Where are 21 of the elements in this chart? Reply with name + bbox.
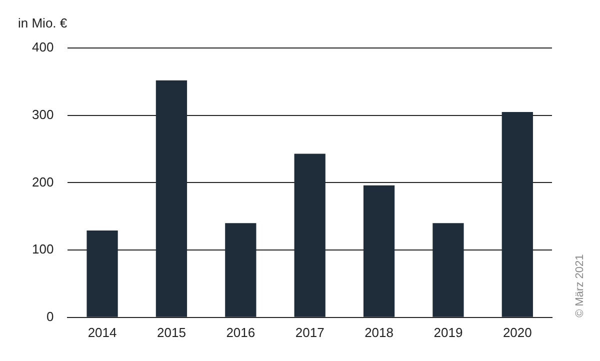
- bar: [363, 185, 395, 317]
- y-tick-label: 300: [32, 106, 54, 122]
- y-tick-label: 200: [32, 174, 54, 190]
- x-tick-label: 2019: [434, 324, 463, 340]
- x-tick-label: 2018: [364, 324, 394, 340]
- y-axis-title: in Mio. €: [18, 16, 68, 31]
- bar: [502, 112, 533, 317]
- x-tick-label: 2020: [502, 324, 532, 340]
- bar: [432, 223, 464, 317]
- bar: [294, 154, 326, 317]
- bar: [225, 223, 256, 317]
- text: © März 2021: [574, 254, 586, 318]
- y-tick-label: 400: [32, 40, 54, 55]
- x-tick-label: 2017: [295, 324, 324, 340]
- y-tick-label: 0: [46, 308, 54, 324]
- bar: [86, 230, 118, 317]
- y-tick-label: 100: [32, 242, 54, 257]
- x-tick-label: 2015: [157, 324, 186, 340]
- bar: [156, 80, 188, 317]
- x-tick-label: 2014: [88, 324, 117, 340]
- x-tick-label: 2016: [226, 324, 256, 340]
